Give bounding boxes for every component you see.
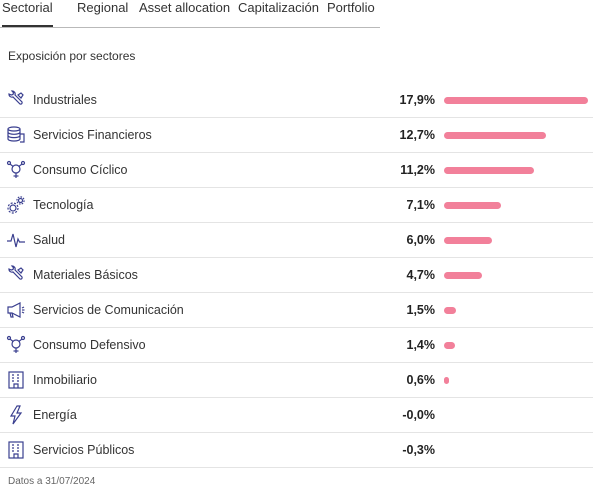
lightning-icon (6, 405, 26, 425)
exposure-bar (444, 97, 588, 104)
bar-track (444, 132, 588, 139)
network-icon (6, 160, 26, 180)
tab-bar: Sectorial Regional Asset allocation Capi… (0, 0, 380, 28)
wrench-icon (6, 90, 26, 110)
sector-label: Inmobiliario (33, 373, 97, 387)
sector-label: Materiales Básicos (33, 268, 138, 282)
bar-track (444, 167, 588, 174)
section-title: Exposición por sectores (8, 49, 136, 63)
sector-label: Industriales (33, 93, 97, 107)
tab-sectorial[interactable]: Sectorial (2, 0, 53, 27)
sector-label: Salud (33, 233, 65, 247)
sector-label: Energía (33, 408, 77, 422)
data-date-footnote: Datos a 31/07/2024 (8, 476, 96, 487)
sector-row: Energía -0,0% (0, 398, 593, 433)
exposure-bar (444, 342, 456, 349)
sector-value: 1,4% (406, 338, 436, 352)
building-icon (6, 440, 26, 460)
sector-row: Consumo Cíclico 11,2% (0, 153, 593, 188)
sector-row: Servicios Públicos -0,3% (0, 433, 593, 468)
sector-value: -0,3% (402, 443, 435, 457)
exposure-bar (444, 132, 547, 139)
megaphone-icon (6, 300, 26, 320)
sector-row: Salud 6,0% (0, 223, 593, 258)
wrench-icon (6, 265, 26, 285)
sector-row: Industriales 17,9% (0, 83, 593, 118)
sector-value: 12,7% (399, 128, 435, 142)
bar-track (444, 342, 588, 349)
bar-track (444, 97, 588, 104)
building-icon (6, 370, 26, 390)
tab-capitalizacion[interactable]: Capitalización (238, 0, 319, 15)
coins-icon (6, 125, 26, 145)
sector-value: 11,2% (400, 163, 435, 177)
pulse-icon (6, 230, 26, 250)
bar-track (444, 202, 588, 209)
exposure-bar (444, 377, 449, 384)
bar-track (444, 272, 588, 279)
sector-list: Industriales 17,9% Servicios Financieros 12… (0, 83, 593, 468)
sector-row: Tecnología 7,1% (0, 188, 593, 223)
sector-row: Consumo Defensivo 1,4% (0, 328, 593, 363)
tab-regional[interactable]: Regional (77, 0, 129, 15)
network-icon (6, 335, 26, 355)
sector-value: 4,7% (406, 268, 436, 282)
exposure-bar (444, 167, 535, 174)
sector-label: Servicios Financieros (33, 128, 152, 142)
sector-label: Consumo Cíclico (33, 163, 128, 177)
bar-track (444, 237, 588, 244)
tab-portfolio[interactable]: Portfolio (327, 0, 375, 15)
bar-track (444, 447, 588, 454)
sector-value: 17,9% (399, 93, 435, 107)
exposure-bar (444, 272, 482, 279)
sector-value: -0,0% (402, 408, 435, 422)
exposure-bar (444, 202, 502, 209)
sector-label: Consumo Defensivo (33, 338, 146, 352)
sector-value: 0,6% (406, 373, 436, 387)
sector-row: Servicios Financieros 12,7% (0, 118, 593, 153)
sector-value: 1,5% (406, 303, 436, 317)
gears-icon (6, 195, 26, 215)
exposure-bar (444, 237, 493, 244)
sector-value: 7,1% (406, 198, 436, 212)
tab-asset-allocation[interactable]: Asset allocation (139, 0, 231, 15)
bar-track (444, 412, 588, 419)
sector-row: Inmobiliario 0,6% (0, 363, 593, 398)
sector-row: Servicios de Comunicación 1,5% (0, 293, 593, 328)
sector-value: 6,0% (406, 233, 436, 247)
sector-label: Servicios de Comunicación (33, 303, 184, 317)
sector-label: Tecnología (33, 198, 94, 212)
sector-row: Materiales Básicos 4,7% (0, 258, 593, 293)
exposure-bar (444, 307, 457, 314)
sector-label: Servicios Públicos (33, 443, 135, 457)
bar-track (444, 307, 588, 314)
bar-track (444, 377, 588, 384)
